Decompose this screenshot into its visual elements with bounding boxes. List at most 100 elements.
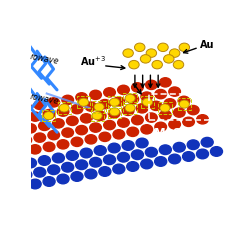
Ellipse shape — [104, 155, 116, 164]
Ellipse shape — [76, 126, 88, 135]
Ellipse shape — [94, 146, 106, 155]
Ellipse shape — [104, 88, 115, 97]
Bar — [108, 106, 121, 118]
Ellipse shape — [132, 150, 143, 160]
Ellipse shape — [104, 120, 115, 130]
Ellipse shape — [34, 133, 46, 142]
Bar — [124, 102, 137, 114]
Ellipse shape — [132, 83, 143, 92]
Ellipse shape — [66, 116, 78, 126]
Ellipse shape — [136, 138, 148, 148]
Ellipse shape — [76, 93, 88, 102]
Ellipse shape — [44, 112, 54, 120]
Ellipse shape — [52, 119, 64, 128]
Ellipse shape — [160, 110, 171, 120]
Ellipse shape — [136, 104, 148, 113]
Ellipse shape — [125, 94, 135, 102]
Ellipse shape — [173, 60, 184, 69]
Ellipse shape — [169, 120, 180, 129]
Ellipse shape — [127, 127, 138, 136]
Ellipse shape — [123, 49, 133, 57]
Ellipse shape — [94, 103, 104, 111]
Ellipse shape — [160, 104, 170, 112]
Ellipse shape — [170, 49, 180, 57]
Ellipse shape — [85, 169, 97, 179]
Bar — [42, 110, 55, 122]
Ellipse shape — [164, 99, 176, 108]
Ellipse shape — [29, 179, 41, 189]
Ellipse shape — [38, 121, 50, 130]
Ellipse shape — [113, 97, 125, 106]
Ellipse shape — [127, 94, 138, 104]
Ellipse shape — [90, 90, 102, 100]
Ellipse shape — [145, 148, 158, 157]
Ellipse shape — [132, 116, 143, 125]
Ellipse shape — [57, 174, 69, 184]
Ellipse shape — [141, 92, 152, 101]
Ellipse shape — [94, 111, 106, 120]
Ellipse shape — [196, 149, 208, 159]
Ellipse shape — [62, 95, 74, 104]
Bar — [178, 98, 191, 110]
Text: MoS$_2$: MoS$_2$ — [153, 127, 188, 142]
Ellipse shape — [85, 135, 97, 144]
Ellipse shape — [110, 108, 120, 116]
Ellipse shape — [188, 106, 199, 115]
Ellipse shape — [122, 106, 134, 116]
Ellipse shape — [66, 151, 78, 160]
Ellipse shape — [122, 141, 134, 150]
Ellipse shape — [168, 154, 181, 164]
Ellipse shape — [108, 109, 120, 118]
Ellipse shape — [152, 60, 162, 69]
Ellipse shape — [158, 43, 168, 52]
Ellipse shape — [34, 100, 46, 110]
Ellipse shape — [71, 137, 83, 146]
Ellipse shape — [48, 98, 60, 107]
Ellipse shape — [99, 132, 111, 141]
Ellipse shape — [38, 156, 50, 165]
Ellipse shape — [118, 118, 129, 127]
Ellipse shape — [146, 113, 157, 122]
Ellipse shape — [141, 159, 153, 169]
Ellipse shape — [179, 100, 189, 108]
Bar — [124, 92, 137, 104]
Ellipse shape — [142, 98, 152, 106]
Ellipse shape — [146, 80, 157, 90]
Text: Au: Au — [200, 40, 214, 50]
Ellipse shape — [108, 143, 120, 153]
Ellipse shape — [20, 136, 32, 145]
Ellipse shape — [62, 162, 74, 172]
Ellipse shape — [99, 167, 111, 176]
Bar — [158, 102, 172, 114]
Ellipse shape — [173, 142, 185, 152]
Ellipse shape — [43, 110, 55, 119]
Ellipse shape — [187, 140, 199, 149]
Ellipse shape — [92, 112, 102, 120]
Bar — [77, 96, 90, 108]
Bar — [90, 110, 104, 122]
Ellipse shape — [182, 152, 194, 161]
Text: Au$^{+3}$: Au$^{+3}$ — [80, 54, 106, 68]
Ellipse shape — [118, 152, 130, 162]
Ellipse shape — [201, 138, 213, 147]
Ellipse shape — [178, 96, 190, 106]
Ellipse shape — [20, 170, 32, 179]
Ellipse shape — [197, 115, 208, 124]
Ellipse shape — [62, 128, 74, 137]
Ellipse shape — [78, 98, 88, 106]
Ellipse shape — [71, 104, 83, 114]
Ellipse shape — [160, 78, 171, 87]
Ellipse shape — [29, 145, 41, 154]
Ellipse shape — [155, 122, 166, 132]
Ellipse shape — [48, 130, 60, 140]
Ellipse shape — [34, 168, 46, 177]
Ellipse shape — [113, 130, 125, 139]
Ellipse shape — [24, 158, 36, 168]
Ellipse shape — [159, 145, 171, 154]
Ellipse shape — [57, 107, 69, 116]
Ellipse shape — [80, 114, 92, 123]
Ellipse shape — [179, 43, 190, 52]
Text: rowave: rowave — [29, 52, 60, 66]
Ellipse shape — [118, 85, 129, 94]
Ellipse shape — [110, 98, 120, 106]
